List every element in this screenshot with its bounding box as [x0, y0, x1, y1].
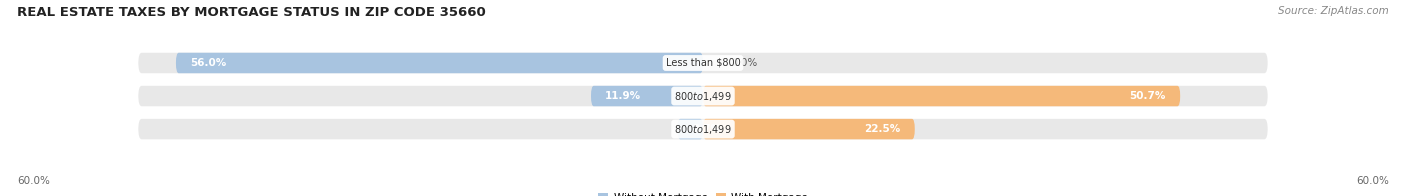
- Text: 60.0%: 60.0%: [17, 176, 49, 186]
- Text: 22.5%: 22.5%: [865, 124, 901, 134]
- FancyBboxPatch shape: [138, 53, 1268, 73]
- Text: 56.0%: 56.0%: [190, 58, 226, 68]
- Text: 50.7%: 50.7%: [1129, 91, 1166, 101]
- Text: 60.0%: 60.0%: [1357, 176, 1389, 186]
- Text: Less than $800: Less than $800: [665, 58, 741, 68]
- Text: 11.9%: 11.9%: [605, 91, 641, 101]
- FancyBboxPatch shape: [703, 86, 1180, 106]
- FancyBboxPatch shape: [138, 119, 1268, 139]
- Text: $800 to $1,499: $800 to $1,499: [675, 90, 731, 103]
- Text: Source: ZipAtlas.com: Source: ZipAtlas.com: [1278, 6, 1389, 16]
- FancyBboxPatch shape: [138, 86, 1268, 106]
- FancyBboxPatch shape: [703, 119, 915, 139]
- Text: REAL ESTATE TAXES BY MORTGAGE STATUS IN ZIP CODE 35660: REAL ESTATE TAXES BY MORTGAGE STATUS IN …: [17, 6, 485, 19]
- FancyBboxPatch shape: [678, 119, 703, 139]
- Text: 0.0%: 0.0%: [731, 58, 758, 68]
- Text: $800 to $1,499: $800 to $1,499: [675, 122, 731, 136]
- FancyBboxPatch shape: [591, 86, 703, 106]
- Legend: Without Mortgage, With Mortgage: Without Mortgage, With Mortgage: [593, 188, 813, 196]
- FancyBboxPatch shape: [176, 53, 703, 73]
- Text: 2.7%: 2.7%: [692, 124, 721, 134]
